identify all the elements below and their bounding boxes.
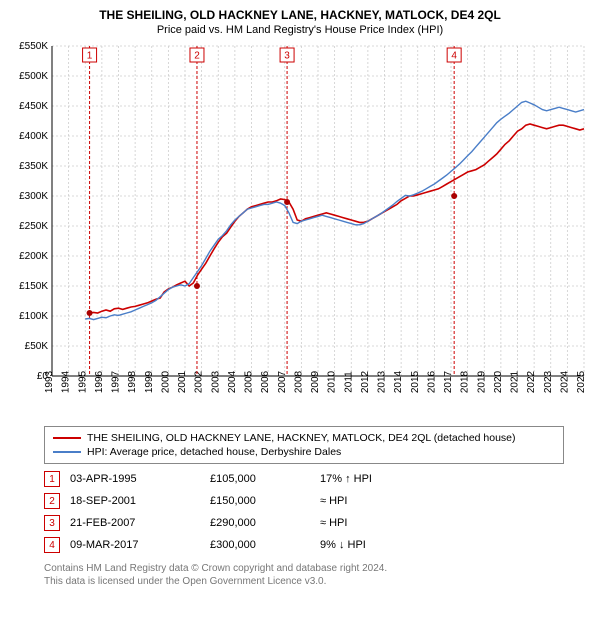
sales-row: 2 18-SEP-2001 £150,000 ≈ HPI bbox=[44, 490, 564, 512]
svg-text:2008: 2008 bbox=[293, 370, 304, 393]
svg-text:3: 3 bbox=[284, 51, 290, 62]
sale-date: 03-APR-1995 bbox=[70, 473, 200, 485]
svg-text:2017: 2017 bbox=[443, 370, 454, 393]
svg-text:2007: 2007 bbox=[277, 370, 288, 393]
sale-delta: ≈ HPI bbox=[320, 517, 450, 529]
svg-text:2019: 2019 bbox=[476, 370, 487, 393]
footer-line-1: Contains HM Land Registry data © Crown c… bbox=[44, 562, 564, 575]
sale-date: 09-MAR-2017 bbox=[70, 539, 200, 551]
sale-number-badge: 1 bbox=[44, 471, 60, 487]
svg-text:1994: 1994 bbox=[61, 370, 72, 393]
svg-text:2002: 2002 bbox=[194, 370, 205, 393]
sales-row: 1 03-APR-1995 £105,000 17% ↑ HPI bbox=[44, 468, 564, 490]
sales-table: 1 03-APR-1995 £105,000 17% ↑ HPI 2 18-SEP-200… bbox=[44, 468, 564, 556]
svg-text:£550K: £550K bbox=[19, 41, 48, 52]
sale-price: £290,000 bbox=[210, 517, 310, 529]
svg-text:1: 1 bbox=[87, 51, 93, 62]
sale-number-badge: 2 bbox=[44, 493, 60, 509]
svg-text:£100K: £100K bbox=[19, 311, 48, 322]
legend-swatch bbox=[53, 437, 81, 439]
svg-text:£400K: £400K bbox=[19, 131, 48, 142]
svg-text:2: 2 bbox=[194, 51, 200, 62]
sale-delta: ≈ HPI bbox=[320, 495, 450, 507]
svg-text:2009: 2009 bbox=[310, 370, 321, 393]
svg-text:2024: 2024 bbox=[559, 370, 570, 393]
svg-text:2018: 2018 bbox=[460, 370, 471, 393]
sale-price: £150,000 bbox=[210, 495, 310, 507]
svg-text:2004: 2004 bbox=[227, 370, 238, 393]
svg-text:£50K: £50K bbox=[25, 341, 49, 352]
svg-text:2014: 2014 bbox=[393, 370, 404, 393]
svg-text:£250K: £250K bbox=[19, 221, 48, 232]
legend-item: HPI: Average price, detached house, Derb… bbox=[53, 445, 555, 459]
svg-text:2011: 2011 bbox=[343, 371, 354, 393]
price-chart: £0£50K£100K£150K£200K£250K£300K£350K£400… bbox=[8, 40, 592, 420]
sale-delta: 9% ↓ HPI bbox=[320, 539, 450, 551]
sale-price: £300,000 bbox=[210, 539, 310, 551]
sale-number-badge: 3 bbox=[44, 515, 60, 531]
svg-text:2006: 2006 bbox=[260, 370, 271, 393]
svg-text:2015: 2015 bbox=[410, 370, 421, 393]
svg-text:£200K: £200K bbox=[19, 251, 48, 262]
sale-date: 18-SEP-2001 bbox=[70, 495, 200, 507]
svg-text:1999: 1999 bbox=[144, 370, 155, 393]
svg-text:£150K: £150K bbox=[19, 281, 48, 292]
svg-text:2003: 2003 bbox=[210, 370, 221, 393]
svg-text:£500K: £500K bbox=[19, 71, 48, 82]
svg-text:£350K: £350K bbox=[19, 161, 48, 172]
footer-note: Contains HM Land Registry data © Crown c… bbox=[44, 562, 564, 588]
sale-number-badge: 4 bbox=[44, 537, 60, 553]
svg-text:2005: 2005 bbox=[244, 370, 255, 393]
legend-swatch bbox=[53, 451, 81, 453]
svg-text:2012: 2012 bbox=[360, 370, 371, 393]
svg-text:2010: 2010 bbox=[327, 370, 338, 393]
svg-text:2025: 2025 bbox=[576, 370, 587, 393]
svg-text:£450K: £450K bbox=[19, 101, 48, 112]
sales-row: 4 09-MAR-2017 £300,000 9% ↓ HPI bbox=[44, 534, 564, 556]
footer-line-2: This data is licensed under the Open Gov… bbox=[44, 575, 564, 588]
sale-date: 21-FEB-2007 bbox=[70, 517, 200, 529]
legend-label: THE SHEILING, OLD HACKNEY LANE, HACKNEY,… bbox=[87, 432, 516, 444]
svg-text:2001: 2001 bbox=[177, 370, 188, 393]
svg-text:2000: 2000 bbox=[160, 370, 171, 393]
svg-text:4: 4 bbox=[451, 51, 457, 62]
svg-text:1993: 1993 bbox=[44, 370, 55, 393]
svg-text:2022: 2022 bbox=[526, 370, 537, 393]
chart-svg: £0£50K£100K£150K£200K£250K£300K£350K£400… bbox=[8, 40, 592, 420]
svg-text:1997: 1997 bbox=[111, 370, 122, 393]
title-line-2: Price paid vs. HM Land Registry's House … bbox=[8, 24, 592, 36]
sale-price: £105,000 bbox=[210, 473, 310, 485]
sales-row: 3 21-FEB-2007 £290,000 ≈ HPI bbox=[44, 512, 564, 534]
svg-text:2023: 2023 bbox=[543, 370, 554, 393]
svg-text:1995: 1995 bbox=[77, 370, 88, 393]
svg-text:2021: 2021 bbox=[510, 370, 521, 393]
svg-text:2016: 2016 bbox=[426, 370, 437, 393]
svg-text:£300K: £300K bbox=[19, 191, 48, 202]
legend: THE SHEILING, OLD HACKNEY LANE, HACKNEY,… bbox=[44, 426, 564, 464]
svg-text:1996: 1996 bbox=[94, 370, 105, 393]
chart-titles: THE SHEILING, OLD HACKNEY LANE, HACKNEY,… bbox=[8, 8, 592, 36]
svg-text:2013: 2013 bbox=[377, 370, 388, 393]
svg-text:1998: 1998 bbox=[127, 370, 138, 393]
svg-text:2020: 2020 bbox=[493, 370, 504, 393]
title-line-1: THE SHEILING, OLD HACKNEY LANE, HACKNEY,… bbox=[8, 8, 592, 22]
sale-delta: 17% ↑ HPI bbox=[320, 473, 450, 485]
legend-item: THE SHEILING, OLD HACKNEY LANE, HACKNEY,… bbox=[53, 431, 555, 445]
legend-label: HPI: Average price, detached house, Derb… bbox=[87, 446, 341, 458]
